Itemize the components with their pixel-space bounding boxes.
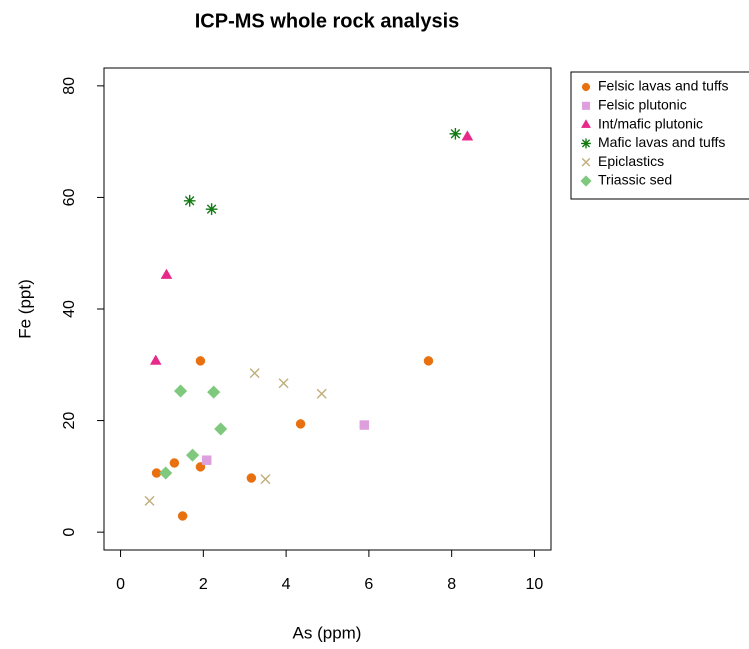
legend-marker	[581, 101, 591, 110]
legend-label: Mafic lavas and tuffs	[598, 134, 725, 150]
data-point	[160, 268, 173, 279]
x-tick-label: 6	[364, 576, 373, 593]
data-point	[260, 474, 271, 485]
x-tick-label: 10	[526, 576, 544, 593]
legend-marker	[580, 175, 592, 187]
data-point	[149, 354, 162, 365]
y-tick-label: 20	[61, 412, 78, 430]
data-point	[144, 495, 155, 506]
data-point	[295, 419, 306, 429]
data-point	[159, 466, 173, 480]
data-point	[205, 203, 218, 215]
legend-box	[570, 71, 749, 200]
data-point	[249, 368, 260, 379]
data-point	[173, 384, 188, 398]
data-point	[461, 130, 474, 141]
y-tick-label: 80	[61, 77, 78, 95]
y-axis-title: Fe (ppt)	[15, 279, 34, 339]
legend-label: Triassic sed	[598, 172, 672, 188]
chart-title: ICP-MS whole rock analysis	[195, 10, 460, 32]
data-point	[246, 473, 257, 483]
data-point	[423, 356, 434, 366]
x-tick-label: 4	[282, 576, 291, 593]
x-axis-title: As (ppm)	[293, 623, 362, 642]
legend-label: Felsic lavas and tuffs	[598, 78, 728, 94]
data-point	[449, 127, 462, 140]
legend-marker	[581, 157, 591, 167]
data-point	[169, 458, 180, 468]
x-tick-label: 8	[447, 576, 456, 593]
legend-marker	[581, 138, 591, 149]
y-tick-label: 0	[61, 528, 78, 537]
legend-label: Int/mafic plutonic	[598, 115, 703, 131]
y-tick-label: 60	[61, 188, 78, 206]
data-point	[183, 194, 196, 207]
data-point	[195, 356, 206, 366]
legend-marker	[581, 82, 591, 92]
x-tick-label: 0	[116, 576, 125, 593]
y-tick-label: 40	[61, 300, 78, 318]
data-point	[214, 422, 228, 436]
data-point	[316, 388, 327, 399]
data-point	[201, 455, 212, 465]
legend-label: Felsic plutonic	[598, 97, 687, 113]
legend-marker	[581, 119, 591, 128]
data-point	[185, 448, 200, 462]
x-tick-label: 2	[199, 576, 208, 593]
data-point	[177, 511, 188, 521]
data-point	[207, 385, 221, 399]
data-point	[359, 420, 370, 430]
plot-frame	[103, 67, 552, 551]
legend-label: Epiclastics	[598, 153, 664, 169]
data-point	[278, 378, 289, 389]
